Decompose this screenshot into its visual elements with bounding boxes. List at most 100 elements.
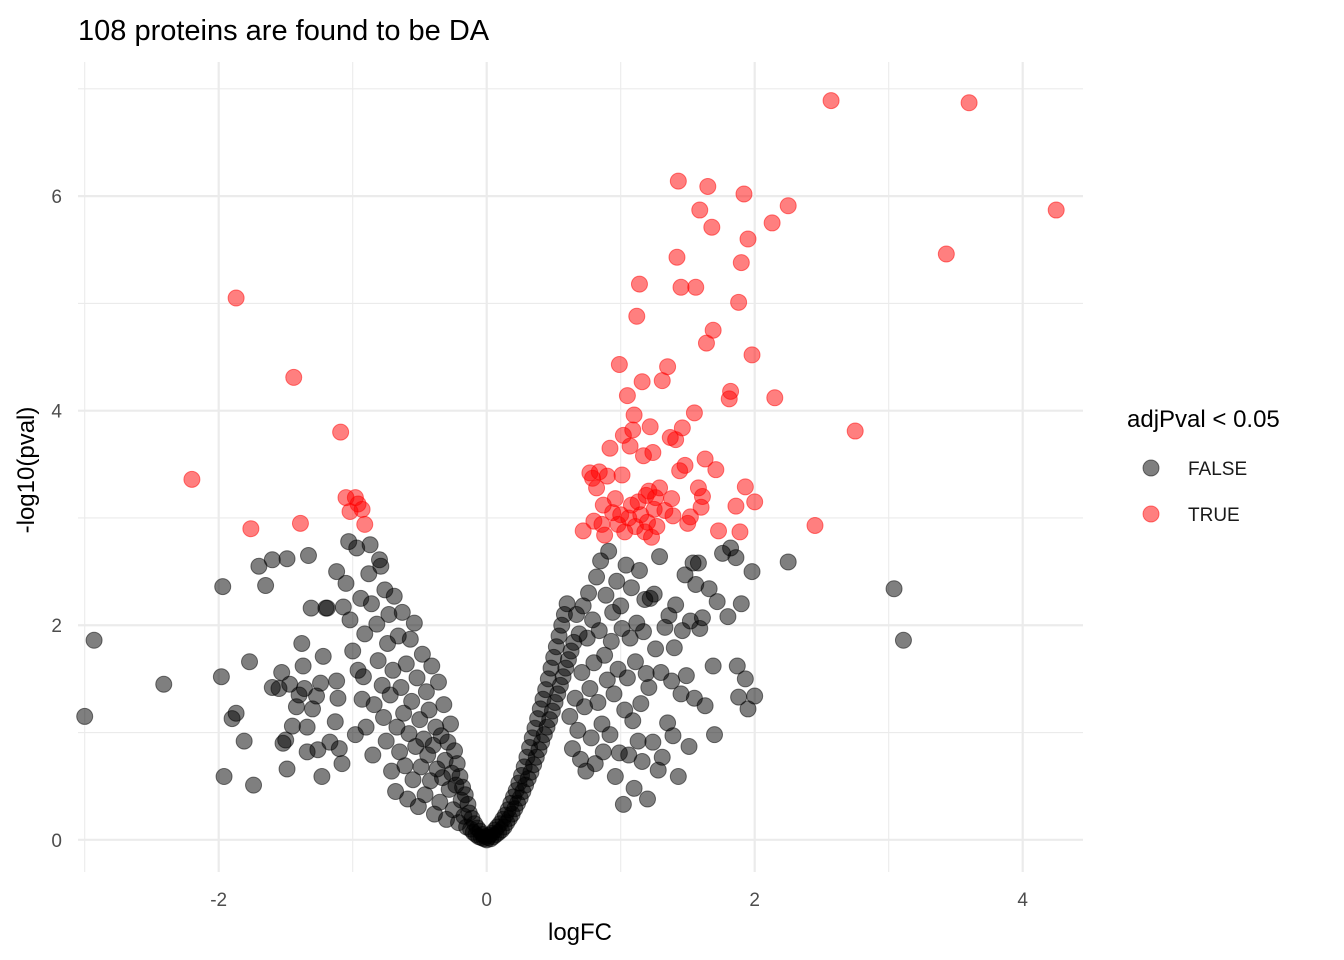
data-point-false: [360, 565, 378, 583]
data-point-true: [696, 450, 714, 468]
data-point-false: [299, 547, 317, 565]
data-point-false: [885, 580, 903, 598]
data-point-false: [403, 692, 421, 710]
data-point-false: [375, 709, 393, 727]
data-point-false: [155, 675, 173, 693]
data-point-false: [633, 752, 651, 770]
data-point-false: [594, 743, 612, 761]
data-point-true: [707, 461, 725, 479]
data-point-true: [1047, 201, 1065, 219]
data-point-true: [743, 346, 761, 364]
data-point-false: [597, 586, 615, 604]
data-point-false: [212, 668, 230, 686]
data-point-false: [309, 741, 327, 759]
data-point-false: [598, 671, 616, 689]
data-point-false: [727, 549, 745, 567]
data-point-false: [341, 611, 359, 629]
data-point-false: [357, 718, 375, 736]
data-point-false: [235, 732, 253, 750]
data-point-false: [362, 595, 380, 613]
data-point-false: [401, 630, 419, 648]
x-tick-label: 0: [481, 890, 492, 911]
data-point-false: [639, 790, 656, 808]
data-point-false: [241, 653, 259, 671]
data-point-true: [588, 479, 606, 497]
data-point-false: [600, 542, 618, 560]
data-point-false: [372, 557, 390, 575]
data-point-true: [822, 92, 840, 110]
data-point-true: [722, 382, 740, 400]
y-tick-label: 0: [51, 831, 62, 852]
data-point-false: [637, 665, 655, 683]
data-point-true: [353, 500, 371, 518]
data-point-false: [395, 704, 413, 722]
data-point-true: [687, 278, 705, 296]
data-point-false: [330, 740, 348, 758]
data-point-false: [387, 783, 405, 801]
data-point-true: [806, 516, 824, 534]
data-point-false: [602, 632, 620, 650]
data-point-false: [569, 721, 587, 739]
data-point-false: [408, 669, 426, 687]
data-point-false: [676, 566, 694, 584]
data-point-false: [588, 568, 606, 586]
data-point-true: [285, 368, 303, 386]
data-point-true: [732, 254, 750, 272]
data-point-false: [404, 771, 422, 789]
data-point-false: [612, 597, 630, 615]
data-point-false: [680, 737, 698, 755]
data-point-false: [640, 678, 658, 696]
data-point-true: [598, 467, 616, 485]
data-point-true: [613, 466, 631, 484]
data-point-false: [278, 760, 296, 778]
data-point-false: [337, 574, 355, 592]
data-point-false: [589, 693, 607, 711]
data-point-true: [664, 507, 682, 525]
data-point-false: [653, 748, 671, 766]
data-point-false: [665, 639, 683, 657]
data-point-false: [746, 687, 764, 705]
data-point-false: [626, 653, 644, 671]
data-point-false: [369, 652, 387, 670]
data-point-false: [326, 713, 344, 731]
data-point-true: [699, 177, 717, 195]
data-point-true: [596, 526, 614, 544]
data-point-true: [659, 358, 677, 376]
series-true: [183, 92, 1065, 546]
data-point-true: [621, 437, 639, 455]
data-point-true: [763, 214, 781, 232]
data-point-false: [704, 657, 722, 675]
data-point-false: [356, 625, 374, 643]
data-point-false: [736, 670, 754, 688]
data-point-true: [693, 488, 711, 506]
data-point-true: [937, 245, 955, 263]
data-point-true: [846, 422, 864, 440]
data-point-false: [651, 548, 669, 566]
data-point-true: [746, 493, 764, 511]
x-tick-label: 4: [1017, 890, 1028, 911]
data-point-false: [667, 596, 685, 614]
data-point-false: [586, 755, 604, 773]
data-point-false: [645, 585, 663, 603]
data-point-true: [630, 275, 648, 293]
data-point-false: [413, 645, 431, 663]
data-point-false: [314, 647, 332, 665]
data-point-true: [668, 248, 686, 266]
data-point-false: [215, 768, 233, 786]
y-axis-ticks: 0 2 4 6: [51, 187, 62, 852]
data-point-false: [313, 768, 331, 786]
data-point-false: [354, 668, 372, 686]
series-false: [76, 533, 912, 849]
data-point-true: [227, 289, 245, 307]
data-point-false: [894, 631, 912, 649]
legend-title: adjPval < 0.05: [1127, 406, 1280, 433]
data-point-false: [622, 579, 640, 597]
data-point-false: [601, 726, 619, 744]
legend-label-false: FALSE: [1188, 459, 1247, 480]
data-point-false: [693, 609, 711, 627]
data-point-false: [582, 729, 600, 747]
data-point-false: [732, 595, 750, 613]
data-point-false: [632, 695, 650, 713]
data-point-false: [629, 732, 647, 750]
data-point-false: [318, 599, 336, 617]
